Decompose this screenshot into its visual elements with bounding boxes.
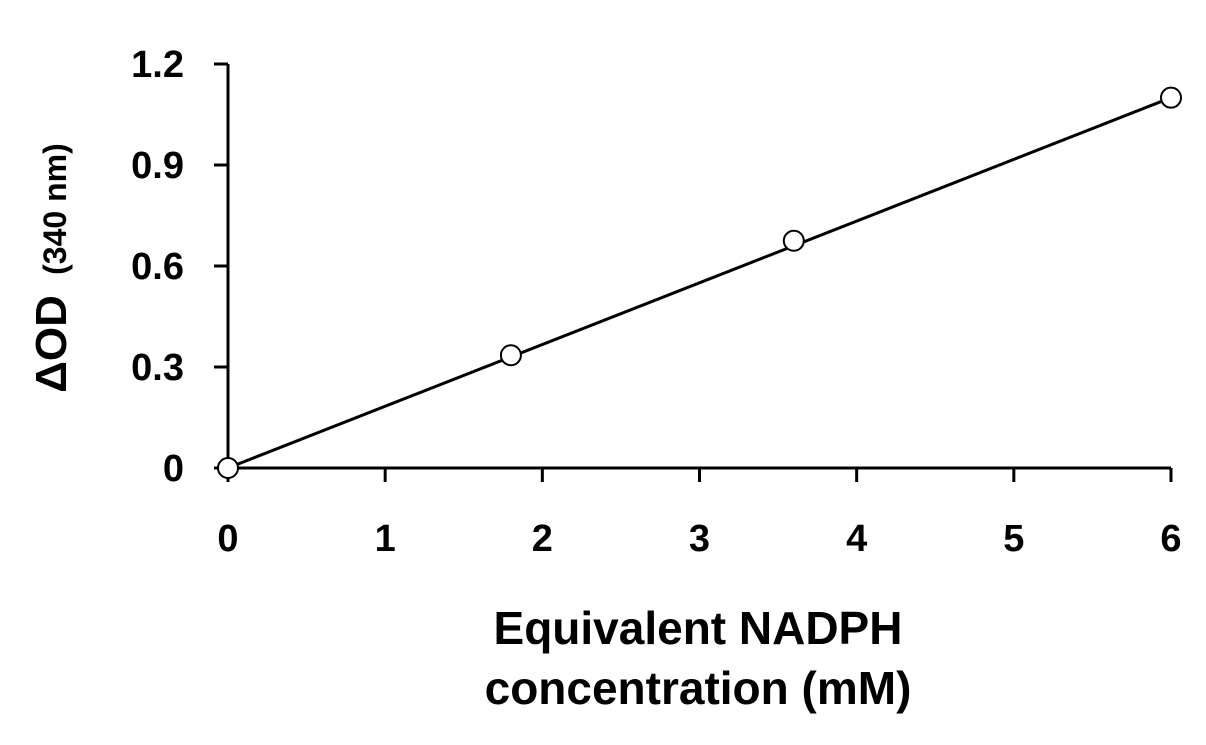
data-point-2 [782,229,805,252]
x-tick-label-6: 6 [1160,518,1181,560]
x-tick-label-0: 0 [217,518,238,560]
y-axis-title-sub: (340 nm) [37,143,73,275]
x-tick-label-3: 3 [689,518,710,560]
y-tick-label-2: 0.6 [131,246,184,288]
data-point-1 [499,344,522,367]
data-points [217,86,1182,479]
data-point-3 [1160,86,1182,109]
y-tick-label-3: 0.9 [131,145,184,187]
x-tick-label-5: 5 [1003,518,1024,560]
y-tick-label-4: 1.2 [131,44,184,86]
y-tick-label-0: 0 [163,448,184,490]
x-tick-label-1: 1 [375,518,396,560]
y-axis-title: ΔOD (340 nm) [27,143,76,392]
x-axis-title-line-1: Equivalent NADPH [494,602,903,654]
data-point-0 [217,457,239,479]
trendline [227,96,1172,470]
ticks [214,62,1173,482]
axes [226,64,1171,470]
x-tick-label-4: 4 [846,518,867,560]
y-axis-title-main: ΔOD [27,295,76,393]
y-tick-label-1: 0.3 [131,347,184,389]
trendline-group [227,96,1172,470]
x-axis-title-line-2: concentration (mM) [485,662,912,714]
x-tick-label-2: 2 [532,518,553,560]
tick-labels: 0 1 2 3 4 5 6 0 0.3 0.6 0.9 1.2 [131,44,1181,560]
